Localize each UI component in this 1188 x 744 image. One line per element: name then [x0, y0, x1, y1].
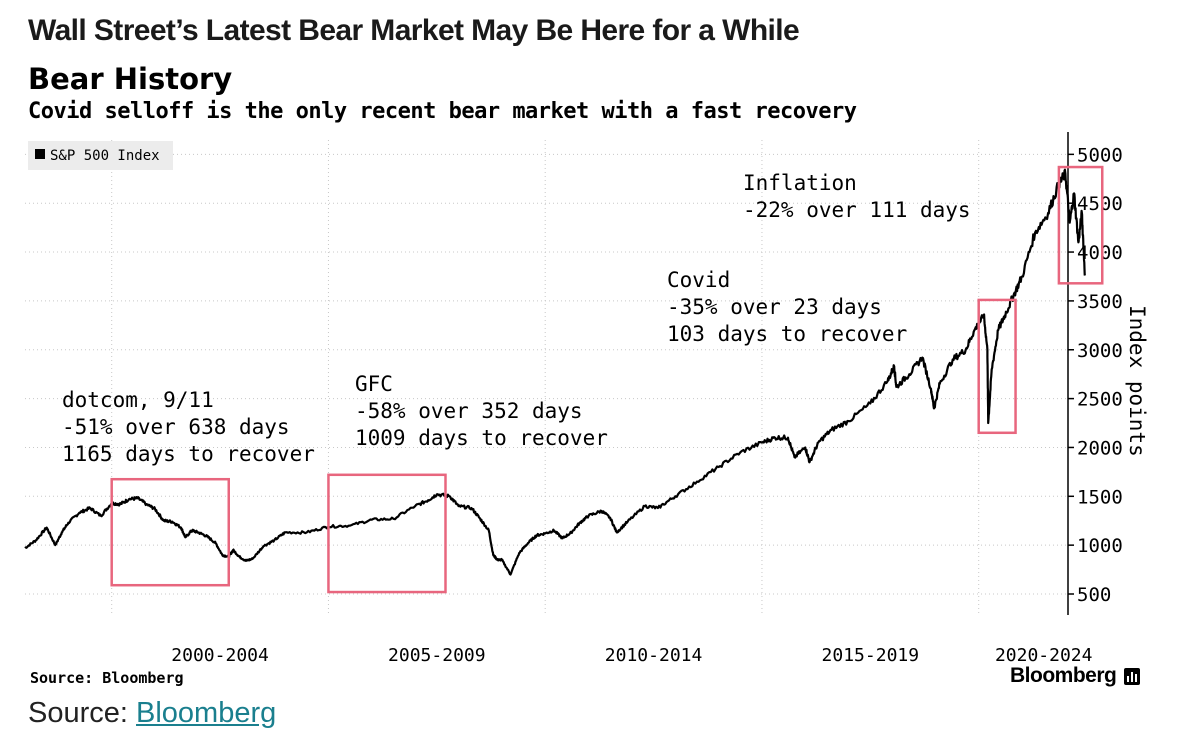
x-tick-label: 2005-2009 — [388, 645, 486, 666]
x-tick-label: 2010-2014 — [605, 645, 703, 666]
annotation-text-1: 1165 days to recover — [62, 442, 315, 466]
y-tick-label: 5000 — [1077, 144, 1123, 166]
y-tick-label: 2000 — [1077, 437, 1123, 459]
annotation-box-2 — [327, 473, 447, 594]
y-axis-label: Index points — [1125, 305, 1149, 457]
bloomberg-brand: Bloomberg — [1010, 664, 1141, 688]
y-tick-label: 3500 — [1077, 291, 1123, 313]
y-tick-label: 4000 — [1077, 242, 1123, 264]
annotation-box-1 — [110, 477, 230, 587]
source-note: Source: Bloomberg — [30, 669, 184, 687]
chart-title: Bear History — [28, 62, 233, 96]
annotation-text-3: Covid — [667, 268, 730, 292]
y-tick-label: 2500 — [1077, 389, 1123, 411]
y-tick-label: 500 — [1077, 584, 1111, 606]
y-tick-label: 4500 — [1077, 193, 1123, 215]
bar-chart-icon — [1124, 667, 1141, 685]
annotation-text-4: -22% over 111 days — [743, 198, 971, 222]
annotation-text-2: GFC — [355, 372, 393, 396]
annotation-text-1: dotcom, 9/11 — [62, 388, 214, 412]
x-tick-label: 2020-2024 — [995, 645, 1093, 666]
x-tick-label: 2000-2004 — [171, 645, 269, 666]
y-tick-label: 1500 — [1077, 486, 1123, 508]
annotation-text-2: -58% over 352 days — [355, 399, 583, 423]
y-tick-label: 3000 — [1077, 340, 1123, 362]
legend-label: S&P 500 Index — [50, 148, 160, 164]
source-link[interactable]: Bloomberg — [136, 697, 277, 729]
annotation-box-4 — [1057, 165, 1104, 285]
y-tick-label: 1000 — [1077, 535, 1123, 557]
series-line-sp500 — [24, 168, 1086, 576]
annotation-box-3 — [977, 298, 1017, 435]
headline: Wall Street’s Latest Bear Market May Be … — [28, 14, 800, 47]
legend-swatch — [35, 149, 45, 159]
annotation-text-2: 1009 days to recover — [355, 426, 608, 450]
chart-subtitle: Covid selloff is the only recent bear ma… — [28, 99, 857, 124]
source-caption: Source: Bloomberg — [28, 697, 276, 730]
source-caption-prefix: Source: — [28, 697, 128, 729]
annotation-text-3: 103 days to recover — [667, 322, 907, 346]
annotation-text-1: -51% over 638 days — [62, 415, 290, 439]
legend-box — [28, 141, 173, 170]
brand-name: Bloomberg — [1010, 664, 1117, 687]
x-tick-label: 2015-2019 — [822, 645, 920, 666]
annotation-text-3: -35% over 23 days — [667, 295, 882, 319]
annotation-text-4: Inflation — [743, 171, 857, 195]
